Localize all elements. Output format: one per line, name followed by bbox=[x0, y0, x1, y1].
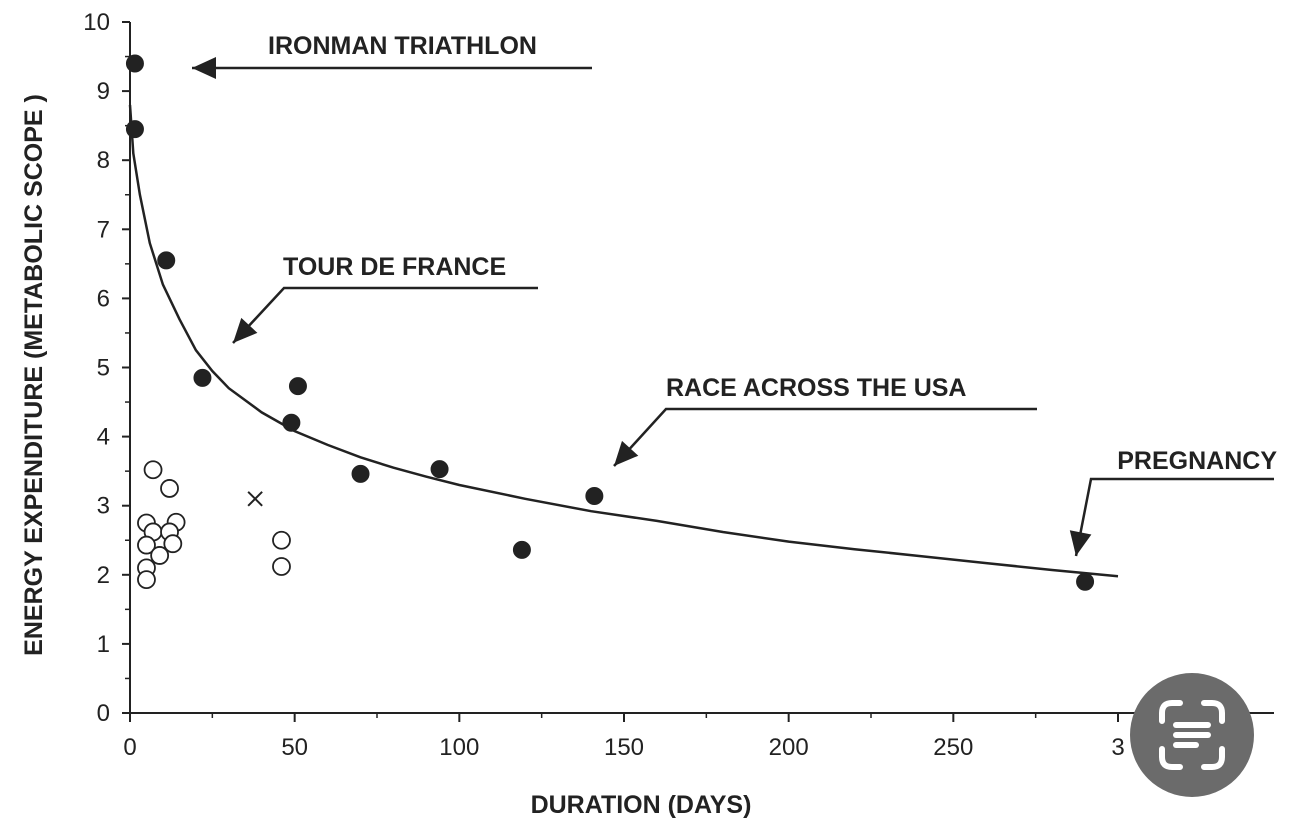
y-tick-label: 3 bbox=[97, 493, 110, 520]
annotations-layer: IRONMAN TRIATHLON TOUR DE FRANCE RACE ACRO… bbox=[192, 32, 1277, 557]
annotation-arrowhead bbox=[233, 317, 258, 343]
annotation-race-across-usa: RACE ACROSS THE USA bbox=[613, 374, 1037, 467]
data-point-open bbox=[160, 479, 179, 498]
annotation-pregnancy: PREGNANCY bbox=[1069, 447, 1277, 557]
data-point-open bbox=[163, 534, 183, 554]
annotation-leader bbox=[613, 407, 1037, 467]
annotation-tour-de-france: TOUR DE FRANCE bbox=[232, 253, 538, 344]
data-point-open bbox=[272, 557, 291, 576]
data-point-filled bbox=[125, 54, 144, 73]
annotation-arrowhead bbox=[614, 440, 639, 466]
cross-stroke bbox=[247, 491, 263, 507]
data-point-filled bbox=[351, 464, 370, 483]
data-point-cross bbox=[247, 491, 263, 507]
data-point-open bbox=[272, 530, 291, 550]
text-scan-icon bbox=[1159, 700, 1225, 770]
data-point-filled bbox=[585, 487, 604, 506]
annotation-label: TOUR DE FRANCE bbox=[283, 253, 506, 281]
data-point-filled bbox=[125, 120, 144, 139]
annotation-arrowhead bbox=[192, 57, 216, 79]
y-tick-label: 5 bbox=[97, 355, 110, 382]
data-point-filled bbox=[193, 368, 212, 387]
y-tick-label: 4 bbox=[97, 424, 110, 451]
data-point-filled bbox=[512, 540, 531, 559]
fit-curve-layer bbox=[128, 104, 1119, 578]
y-tick-label: 10 bbox=[83, 9, 110, 36]
x-axis-title: DURATION (DAYS) bbox=[531, 791, 752, 819]
data-points-layer bbox=[125, 54, 1095, 591]
x-tick-label: 150 bbox=[604, 734, 644, 761]
y-tick-label: 8 bbox=[97, 147, 110, 174]
data-point-filled bbox=[282, 413, 301, 432]
data-point-filled bbox=[288, 377, 307, 396]
x-tick-label: 200 bbox=[769, 734, 809, 761]
data-point-open bbox=[150, 546, 170, 565]
annotation-label: PREGNANCY bbox=[1117, 447, 1277, 475]
annotation-leader bbox=[1074, 477, 1274, 557]
fit-curve bbox=[128, 104, 1119, 578]
annotation-ironman: IRONMAN TRIATHLON bbox=[192, 32, 592, 79]
y-tick-label: 6 bbox=[97, 285, 110, 312]
y-axis-title: ENERGY EXPENDITURE (METABOLIC SCOPE ) bbox=[20, 94, 48, 656]
y-tick-label: 1 bbox=[97, 631, 110, 658]
data-point-filled bbox=[1076, 572, 1095, 591]
data-point-filled bbox=[157, 251, 176, 270]
y-tick-label: 0 bbox=[97, 700, 110, 727]
y-tick-label: 9 bbox=[97, 78, 110, 105]
annotation-arrowhead bbox=[1069, 530, 1092, 556]
annotation-label: RACE ACROSS THE USA bbox=[666, 374, 967, 402]
x-tick-label: 250 bbox=[933, 734, 973, 761]
data-point-filled bbox=[430, 460, 449, 479]
data-point-open bbox=[143, 460, 163, 480]
data-point-open bbox=[137, 570, 156, 590]
x-tick-label: 3 bbox=[1111, 734, 1124, 761]
y-tick-label: 2 bbox=[97, 562, 110, 589]
x-tick-label: 50 bbox=[281, 734, 308, 761]
y-tick-label: 7 bbox=[97, 216, 110, 243]
data-point-open bbox=[137, 535, 156, 555]
x-tick-label: 0 bbox=[123, 734, 136, 761]
annotation-label: IRONMAN TRIATHLON bbox=[268, 32, 537, 60]
annotation-leader bbox=[232, 286, 538, 344]
x-tick-label: 100 bbox=[439, 734, 479, 761]
text-scan-button[interactable] bbox=[1130, 673, 1254, 797]
